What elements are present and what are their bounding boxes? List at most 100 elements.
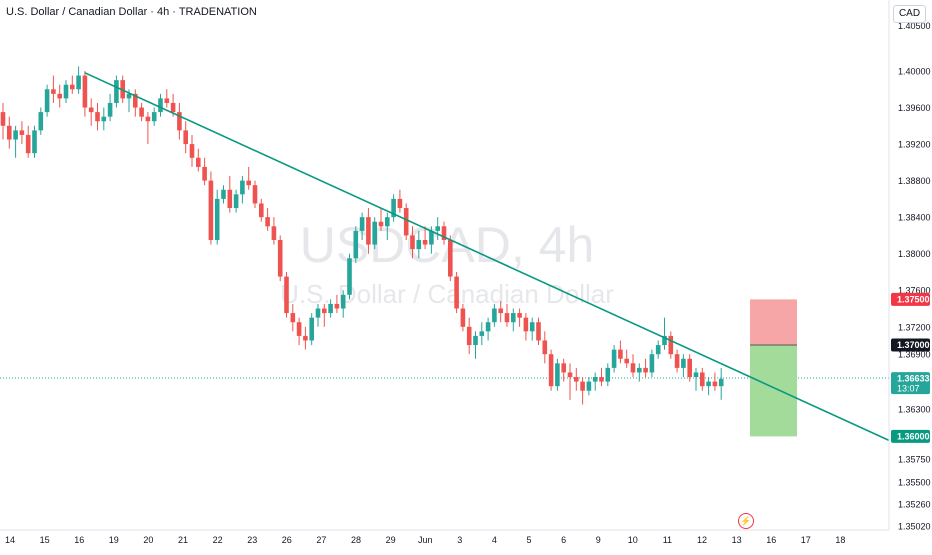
candle-body xyxy=(511,313,516,323)
time-tick-label: 3 xyxy=(457,535,462,545)
candle-body xyxy=(63,84,69,99)
candle-body xyxy=(145,116,151,122)
time-axis[interactable]: 14 15 16 19 20 21 22 23 26 27 28 29 Jun 3 4 5 6 9 10 11 12 13… xyxy=(5,535,845,545)
candle-body xyxy=(586,381,592,391)
candle xyxy=(189,134,195,167)
candle xyxy=(145,112,151,145)
candle xyxy=(624,349,629,368)
candle xyxy=(466,317,472,355)
candle xyxy=(347,253,352,300)
candle-body xyxy=(492,308,497,323)
candle-body xyxy=(25,134,31,154)
candle xyxy=(63,80,69,103)
candle-body xyxy=(202,166,207,181)
candle-body xyxy=(548,354,554,387)
candle-body xyxy=(422,240,428,245)
candle-body xyxy=(687,358,692,378)
candle xyxy=(718,367,724,400)
time-tick-label: 18 xyxy=(835,535,845,545)
price-tick-label: 1.35020 xyxy=(898,521,931,531)
candle xyxy=(296,317,302,346)
candle xyxy=(240,176,245,204)
candle-body xyxy=(529,322,535,332)
candle xyxy=(252,180,258,209)
candle xyxy=(51,75,56,103)
candle xyxy=(529,317,535,341)
candle-body xyxy=(643,367,648,373)
candle-body xyxy=(359,217,365,231)
candle-body xyxy=(473,335,478,346)
candle-body xyxy=(158,98,163,113)
candle xyxy=(19,121,25,145)
candle xyxy=(107,93,113,122)
candle-body xyxy=(101,116,107,122)
candle xyxy=(485,317,491,341)
candle-body xyxy=(479,331,485,336)
time-tick-label: 27 xyxy=(316,535,326,545)
candle xyxy=(309,313,314,346)
price-tick-label: 1.39200 xyxy=(898,140,931,150)
candle xyxy=(435,217,440,240)
price-tick-label: 1.40000 xyxy=(898,67,931,77)
price-badge-entry: 1.37000 xyxy=(891,338,930,352)
price-tick-label: 1.38400 xyxy=(898,213,931,223)
currency-button[interactable]: CAD xyxy=(893,5,926,23)
candle-body xyxy=(637,367,642,373)
candle-body xyxy=(44,89,50,113)
candle xyxy=(630,354,636,378)
candle xyxy=(25,125,31,158)
candle xyxy=(586,377,592,396)
candle-body xyxy=(240,180,245,195)
candle-body xyxy=(372,221,377,245)
candle xyxy=(164,89,170,108)
candle-body xyxy=(385,217,390,227)
candle-body xyxy=(429,230,434,245)
trendline[interactable] xyxy=(84,72,890,442)
candle-body xyxy=(133,93,138,108)
candle-body xyxy=(485,322,491,332)
take-profit-zone[interactable] xyxy=(750,345,797,437)
candle xyxy=(567,363,573,400)
candle xyxy=(498,301,503,323)
candle xyxy=(693,367,699,391)
candle xyxy=(574,367,579,391)
candle-body xyxy=(574,377,579,382)
candle xyxy=(460,303,466,332)
stop-loss-zone[interactable] xyxy=(750,299,797,346)
candle-body xyxy=(662,335,667,346)
candle-body xyxy=(391,198,396,218)
candle xyxy=(681,354,686,378)
candle-body xyxy=(340,294,346,309)
time-tick-label: 28 xyxy=(351,535,361,545)
time-tick-label: 22 xyxy=(213,535,223,545)
candle xyxy=(504,303,510,327)
candle-body xyxy=(107,102,113,117)
candle-body xyxy=(51,89,56,94)
price-badge-target: 1.36000 xyxy=(891,429,930,443)
candle-body xyxy=(611,349,617,368)
price-axis[interactable]: 1.40500 1.40000 1.39600 1.39200 1.38800 1.384… xyxy=(898,21,931,532)
candle xyxy=(353,226,359,263)
candle-body xyxy=(466,326,472,346)
candle xyxy=(315,303,321,327)
candle xyxy=(359,212,365,240)
time-tick-label: 16 xyxy=(74,535,84,545)
time-tick-label: 11 xyxy=(663,535,672,545)
candle-body xyxy=(498,308,503,314)
candle xyxy=(76,66,81,94)
price-tick-label: 1.35500 xyxy=(898,478,931,488)
time-tick-label: 23 xyxy=(247,535,257,545)
candle xyxy=(410,226,415,259)
time-tick-label: 15 xyxy=(40,535,50,545)
candle-body xyxy=(397,198,403,209)
candle-body xyxy=(303,335,308,341)
candle xyxy=(706,377,711,396)
lightning-icon[interactable]: ⚡ xyxy=(738,513,754,529)
candle-body xyxy=(504,313,510,323)
candle-body xyxy=(681,358,686,368)
candle xyxy=(599,367,604,387)
candle xyxy=(536,317,541,346)
